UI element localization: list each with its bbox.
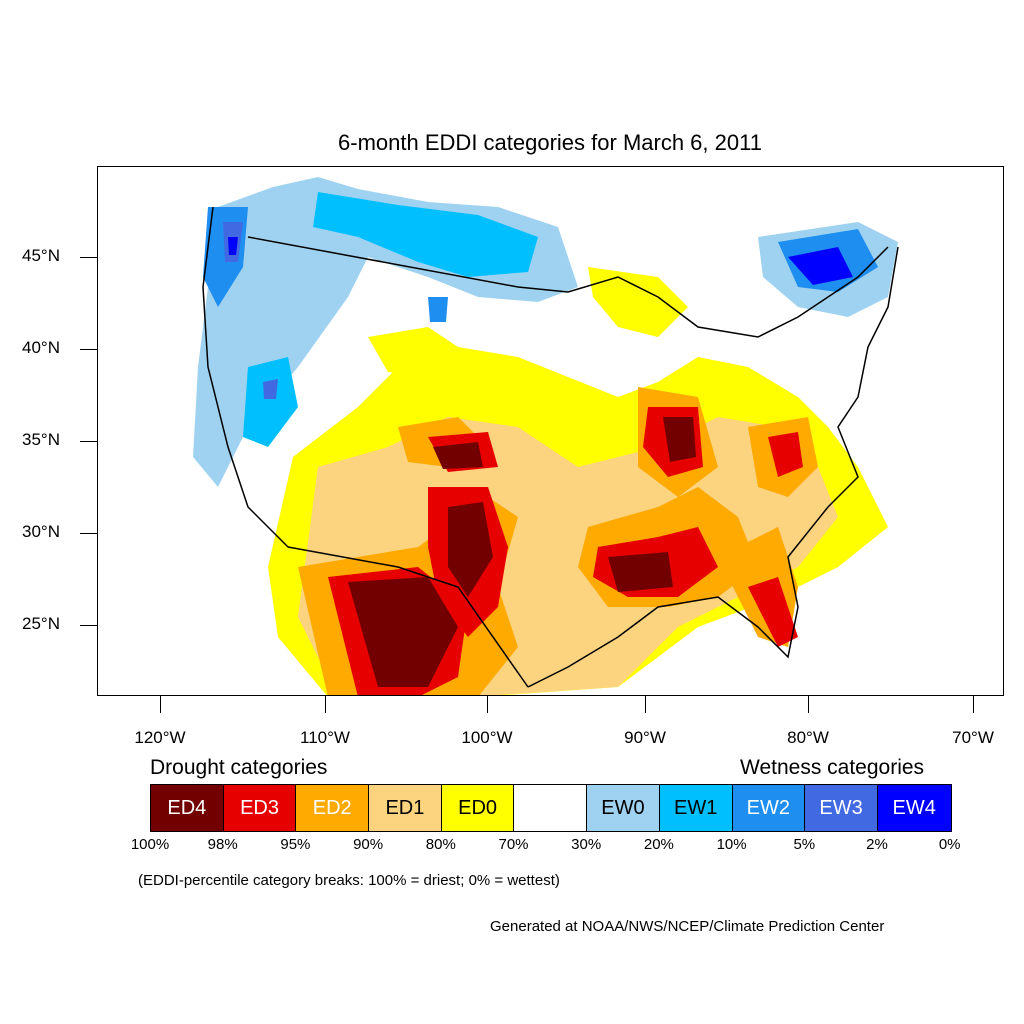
legend-box-ed0: ED0: [441, 785, 515, 831]
lat-tick: [80, 625, 97, 626]
legend-colorbar: ED4 ED3 ED2 ED1 ED0 EW0 EW1 EW2 EW3 EW4: [150, 784, 952, 832]
map-canvas: [193, 177, 899, 695]
lat-tick: [80, 533, 97, 534]
legend-box-ed3: ED3: [223, 785, 297, 831]
lon-label-90: 90°W: [624, 728, 666, 747]
map-title: 6-month EDDI categories for March 6, 201…: [338, 130, 762, 155]
legend-box-ed4: ED4: [151, 785, 224, 831]
lon-label-100: 100°W: [461, 728, 513, 747]
lat-label-45: 45°N: [22, 246, 60, 265]
lon-tick: [973, 696, 974, 713]
category-note: (EDDI-percentile category breaks: 100% =…: [138, 872, 560, 889]
percentile-label: 2%: [866, 836, 888, 853]
lat-tick: [80, 349, 97, 350]
lat-label-35: 35°N: [22, 430, 60, 449]
lon-tick: [487, 696, 488, 713]
drought-heading: Drought categories: [150, 756, 328, 779]
legend-box-ew1: EW1: [659, 785, 733, 831]
percentile-label: 100%: [130, 836, 170, 853]
legend-box-ew4: EW4: [877, 785, 951, 831]
lat-tick: [80, 441, 97, 442]
legend-box-ed2: ED2: [296, 785, 370, 831]
boundaries: [202, 206, 899, 688]
lat-tick: [80, 257, 97, 258]
credit-text: Generated at NOAA/NWS/NCEP/Climate Predi…: [490, 918, 885, 935]
legend-box-ew2: EW2: [732, 785, 806, 831]
eddi-map: [97, 166, 1004, 696]
lat-label-40: 40°N: [22, 338, 60, 357]
percentile-label: 80%: [425, 836, 456, 853]
legend-box-ew0: EW0: [587, 785, 660, 831]
percentile-label: 98%: [207, 836, 238, 853]
lon-tick: [808, 696, 809, 713]
wetness-heading: Wetness categories: [740, 756, 925, 779]
lon-label-110: 110°W: [300, 728, 350, 747]
lat-label-25: 25°N: [22, 614, 60, 633]
percentile-label: 90%: [353, 836, 384, 853]
lat-label-30: 30°N: [22, 522, 60, 541]
percentile-label: 95%: [280, 836, 311, 853]
percentile-label: 5%: [793, 836, 816, 853]
lon-tick: [160, 696, 161, 713]
legend-box-neutral: [514, 785, 588, 831]
percentile-label: 10%: [716, 836, 747, 853]
lon-label-70: 70°W: [952, 728, 994, 747]
lon-label-80: 80°W: [787, 728, 829, 747]
percentile-label: 0%: [938, 836, 961, 853]
lon-tick: [645, 696, 646, 713]
percentile-label: 30%: [571, 836, 602, 853]
wetness-regions: [193, 177, 898, 487]
lon-label-120: 120°W: [134, 728, 186, 747]
legend-box-ed1: ED1: [369, 785, 442, 831]
legend-box-ew3: EW3: [805, 785, 878, 831]
drought-regions: [268, 267, 888, 695]
lon-tick: [325, 696, 326, 713]
percentile-label: 70%: [498, 836, 529, 853]
percentile-label: 20%: [643, 836, 674, 853]
